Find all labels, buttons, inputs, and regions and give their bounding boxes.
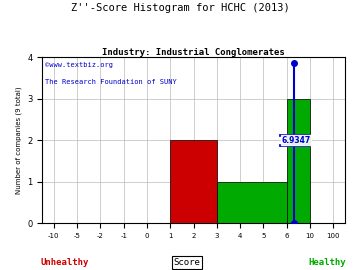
Text: Healthy: Healthy	[309, 258, 346, 267]
Bar	[170, 140, 217, 223]
Text: Unhealthy: Unhealthy	[41, 258, 89, 267]
Bar	[287, 99, 310, 223]
Text: 6.9347: 6.9347	[282, 136, 311, 145]
Text: Z''-Score Histogram for HCHC (2013): Z''-Score Histogram for HCHC (2013)	[71, 3, 289, 13]
Title: Industry: Industrial Conglomerates: Industry: Industrial Conglomerates	[102, 48, 285, 57]
Text: ©www.textbiz.org: ©www.textbiz.org	[45, 62, 113, 68]
Text: Score: Score	[174, 258, 201, 267]
Y-axis label: Number of companies (9 total): Number of companies (9 total)	[15, 86, 22, 194]
Text: The Research Foundation of SUNY: The Research Foundation of SUNY	[45, 79, 177, 85]
Bar	[217, 182, 287, 223]
